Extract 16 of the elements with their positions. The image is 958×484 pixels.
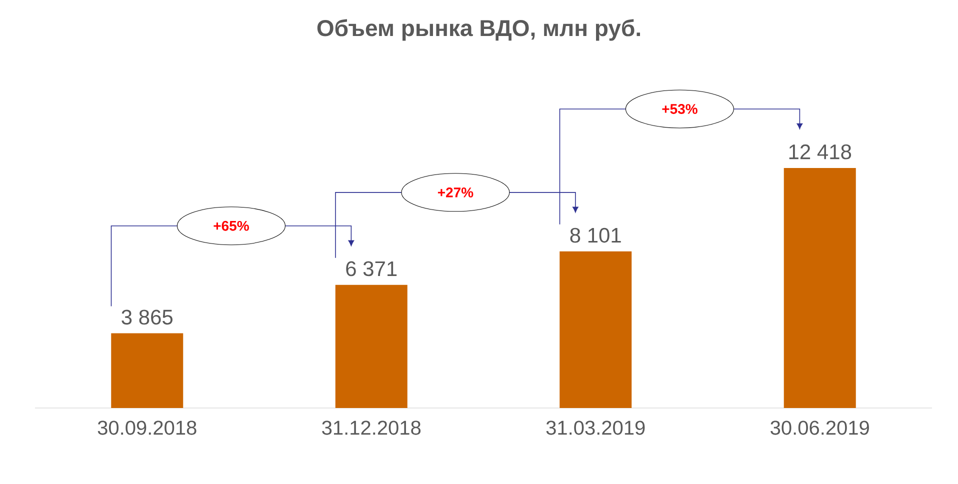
data-label: 6 371: [346, 261, 397, 276]
text: +53%: [662, 104, 698, 114]
bar: [560, 251, 632, 408]
data-label: 12 418: [789, 144, 852, 160]
data-label: 8 101: [570, 228, 621, 243]
x-tick-label: 31.03.2019: [546, 420, 645, 435]
bar: [784, 168, 856, 408]
annotation: +65%: [214, 220, 249, 231]
bar: [111, 333, 184, 408]
annotation: +27%: [438, 187, 474, 198]
data-label: 3 865: [122, 310, 172, 325]
x-tick-label: 31.12.2018: [322, 420, 421, 435]
bar: [335, 284, 408, 408]
x-tick-label: 30.06.2019: [770, 420, 869, 435]
x-tick-label: 30.09.2018: [98, 420, 196, 435]
chart-title: Объем рынка ВДО, млн руб.: [317, 19, 640, 41]
